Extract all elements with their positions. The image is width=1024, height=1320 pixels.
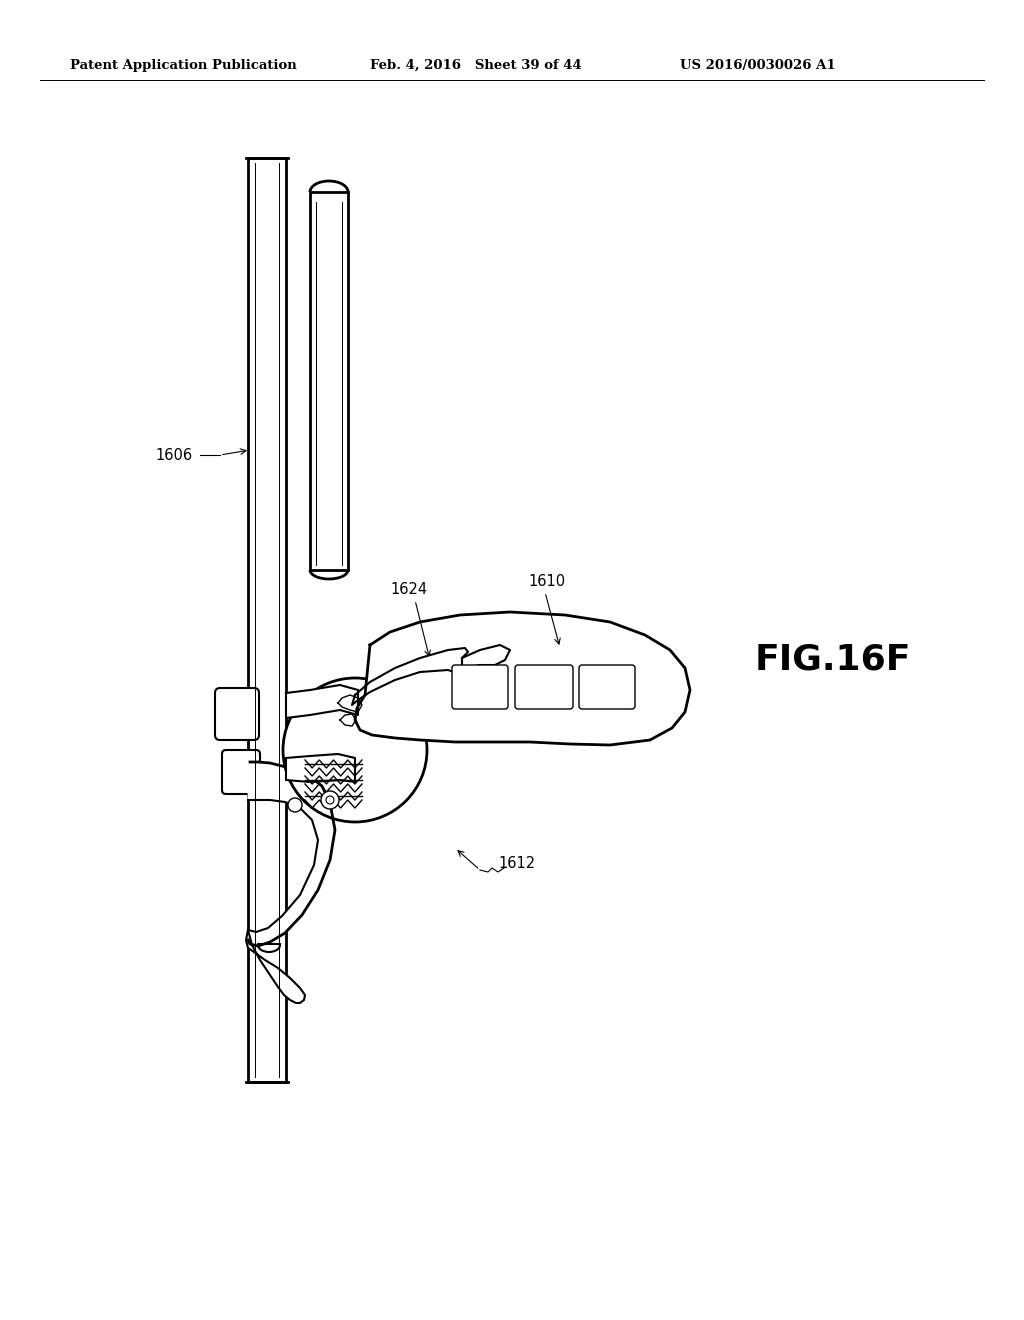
Text: FIG.16F: FIG.16F xyxy=(755,643,911,677)
Polygon shape xyxy=(286,685,358,718)
Circle shape xyxy=(321,791,339,809)
Polygon shape xyxy=(248,158,286,1082)
FancyBboxPatch shape xyxy=(215,688,259,741)
FancyBboxPatch shape xyxy=(452,665,508,709)
Text: 1610: 1610 xyxy=(528,574,565,590)
Polygon shape xyxy=(248,762,335,946)
Circle shape xyxy=(326,796,334,804)
Polygon shape xyxy=(352,648,468,705)
FancyBboxPatch shape xyxy=(579,665,635,709)
Text: 1606: 1606 xyxy=(155,447,193,462)
Circle shape xyxy=(283,678,427,822)
Text: 1624: 1624 xyxy=(390,582,427,598)
FancyBboxPatch shape xyxy=(222,750,260,795)
Polygon shape xyxy=(246,931,305,1003)
Circle shape xyxy=(288,799,302,812)
Polygon shape xyxy=(310,191,348,570)
Text: Feb. 4, 2016   Sheet 39 of 44: Feb. 4, 2016 Sheet 39 of 44 xyxy=(370,58,582,71)
Text: US 2016/0030026 A1: US 2016/0030026 A1 xyxy=(680,58,836,71)
Polygon shape xyxy=(462,645,510,675)
Text: Patent Application Publication: Patent Application Publication xyxy=(70,58,297,71)
Text: 1612: 1612 xyxy=(498,857,536,871)
Polygon shape xyxy=(286,754,355,781)
Polygon shape xyxy=(355,612,690,744)
FancyBboxPatch shape xyxy=(515,665,573,709)
